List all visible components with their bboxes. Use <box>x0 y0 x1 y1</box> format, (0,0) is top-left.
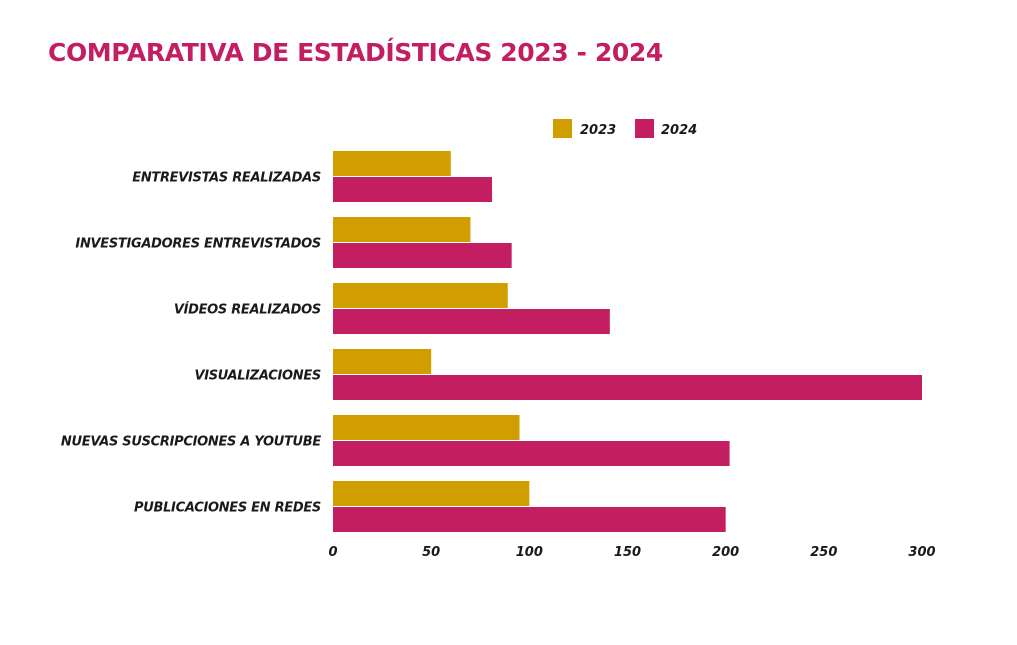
legend-swatch-2024 <box>635 119 654 138</box>
bar-2023-1 <box>333 151 451 176</box>
legend: 2023 2024 <box>553 119 697 138</box>
bar-2023-6 <box>333 481 530 506</box>
category-labels: ENTREVISTAS REALIZADAS INVESTIGADORES ENT… <box>61 171 322 516</box>
x-tick-label: 50 <box>422 545 440 560</box>
x-tick-label: 0 <box>328 545 337 560</box>
x-tick-label: 250 <box>810 545 837 560</box>
bar-2024-3 <box>333 309 610 334</box>
chart-title: COMPARATIVA DE ESTADÍSTICAS 2023 - 2024 <box>48 38 663 67</box>
category-label: VÍDEOS REALIZADOS <box>174 302 321 318</box>
bar-2023-4 <box>333 349 432 374</box>
bar-2023-2 <box>333 217 471 242</box>
x-tick-label: 200 <box>712 545 739 560</box>
bar-2024-5 <box>333 441 730 466</box>
bar-2024-2 <box>333 243 512 268</box>
category-label: PUBLICACIONES EN REDES <box>134 501 321 516</box>
bar-2024-1 <box>333 177 493 202</box>
category-label: ENTREVISTAS REALIZADAS <box>132 171 321 186</box>
bars <box>333 151 922 532</box>
legend-label-2024: 2024 <box>661 123 697 138</box>
x-tick-label: 150 <box>614 545 641 560</box>
bar-2024-6 <box>333 507 726 532</box>
category-label: VISUALIZACIONES <box>194 369 321 384</box>
legend-label-2023: 2023 <box>580 123 616 138</box>
bar-2023-3 <box>333 283 508 308</box>
category-label: NUEVAS SUSCRIPCIONES A YOUTUBE <box>61 435 321 450</box>
bar-2024-4 <box>333 375 922 400</box>
x-tick-label: 100 <box>516 545 543 560</box>
x-axis-ticks: 0 50 100 150 200 250 300 <box>328 545 935 560</box>
x-tick-label: 300 <box>908 545 935 560</box>
legend-swatch-2023 <box>553 119 572 138</box>
category-label: INVESTIGADORES ENTREVISTADOS <box>75 237 321 252</box>
bar-2023-5 <box>333 415 520 440</box>
